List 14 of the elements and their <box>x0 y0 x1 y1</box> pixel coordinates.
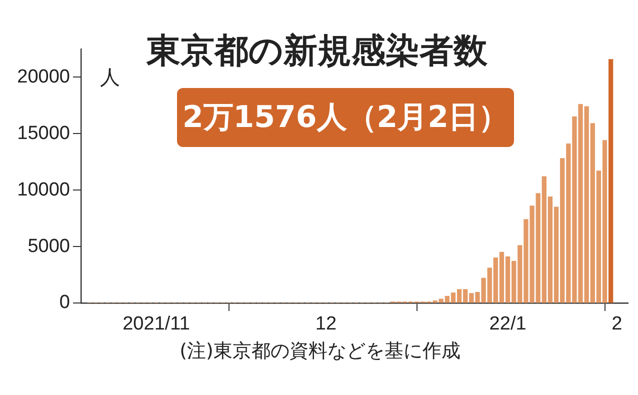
y-tick-label: 15000 <box>17 122 70 144</box>
y-tick-label: 0 <box>59 292 70 314</box>
y-tick-label: 5000 <box>28 236 70 257</box>
text: (注)東京都の資料などを基に作成 <box>178 339 462 364</box>
y-tick-label: 10000 <box>17 179 70 200</box>
bar <box>608 59 614 303</box>
x-tick-label: 2 <box>612 314 622 335</box>
x-tick-label: 2021/11 <box>122 314 190 335</box>
x-tick-label: 22/1 <box>489 314 526 335</box>
y-tick-label: 20000 <box>17 66 70 88</box>
annotation: 2万1576人（2月2日） <box>177 88 514 147</box>
x-tick-label: 12 <box>315 314 337 335</box>
chart-title: 東京都の新規感染者数 <box>146 31 488 71</box>
y-axis-title: 人 <box>100 64 120 91</box>
